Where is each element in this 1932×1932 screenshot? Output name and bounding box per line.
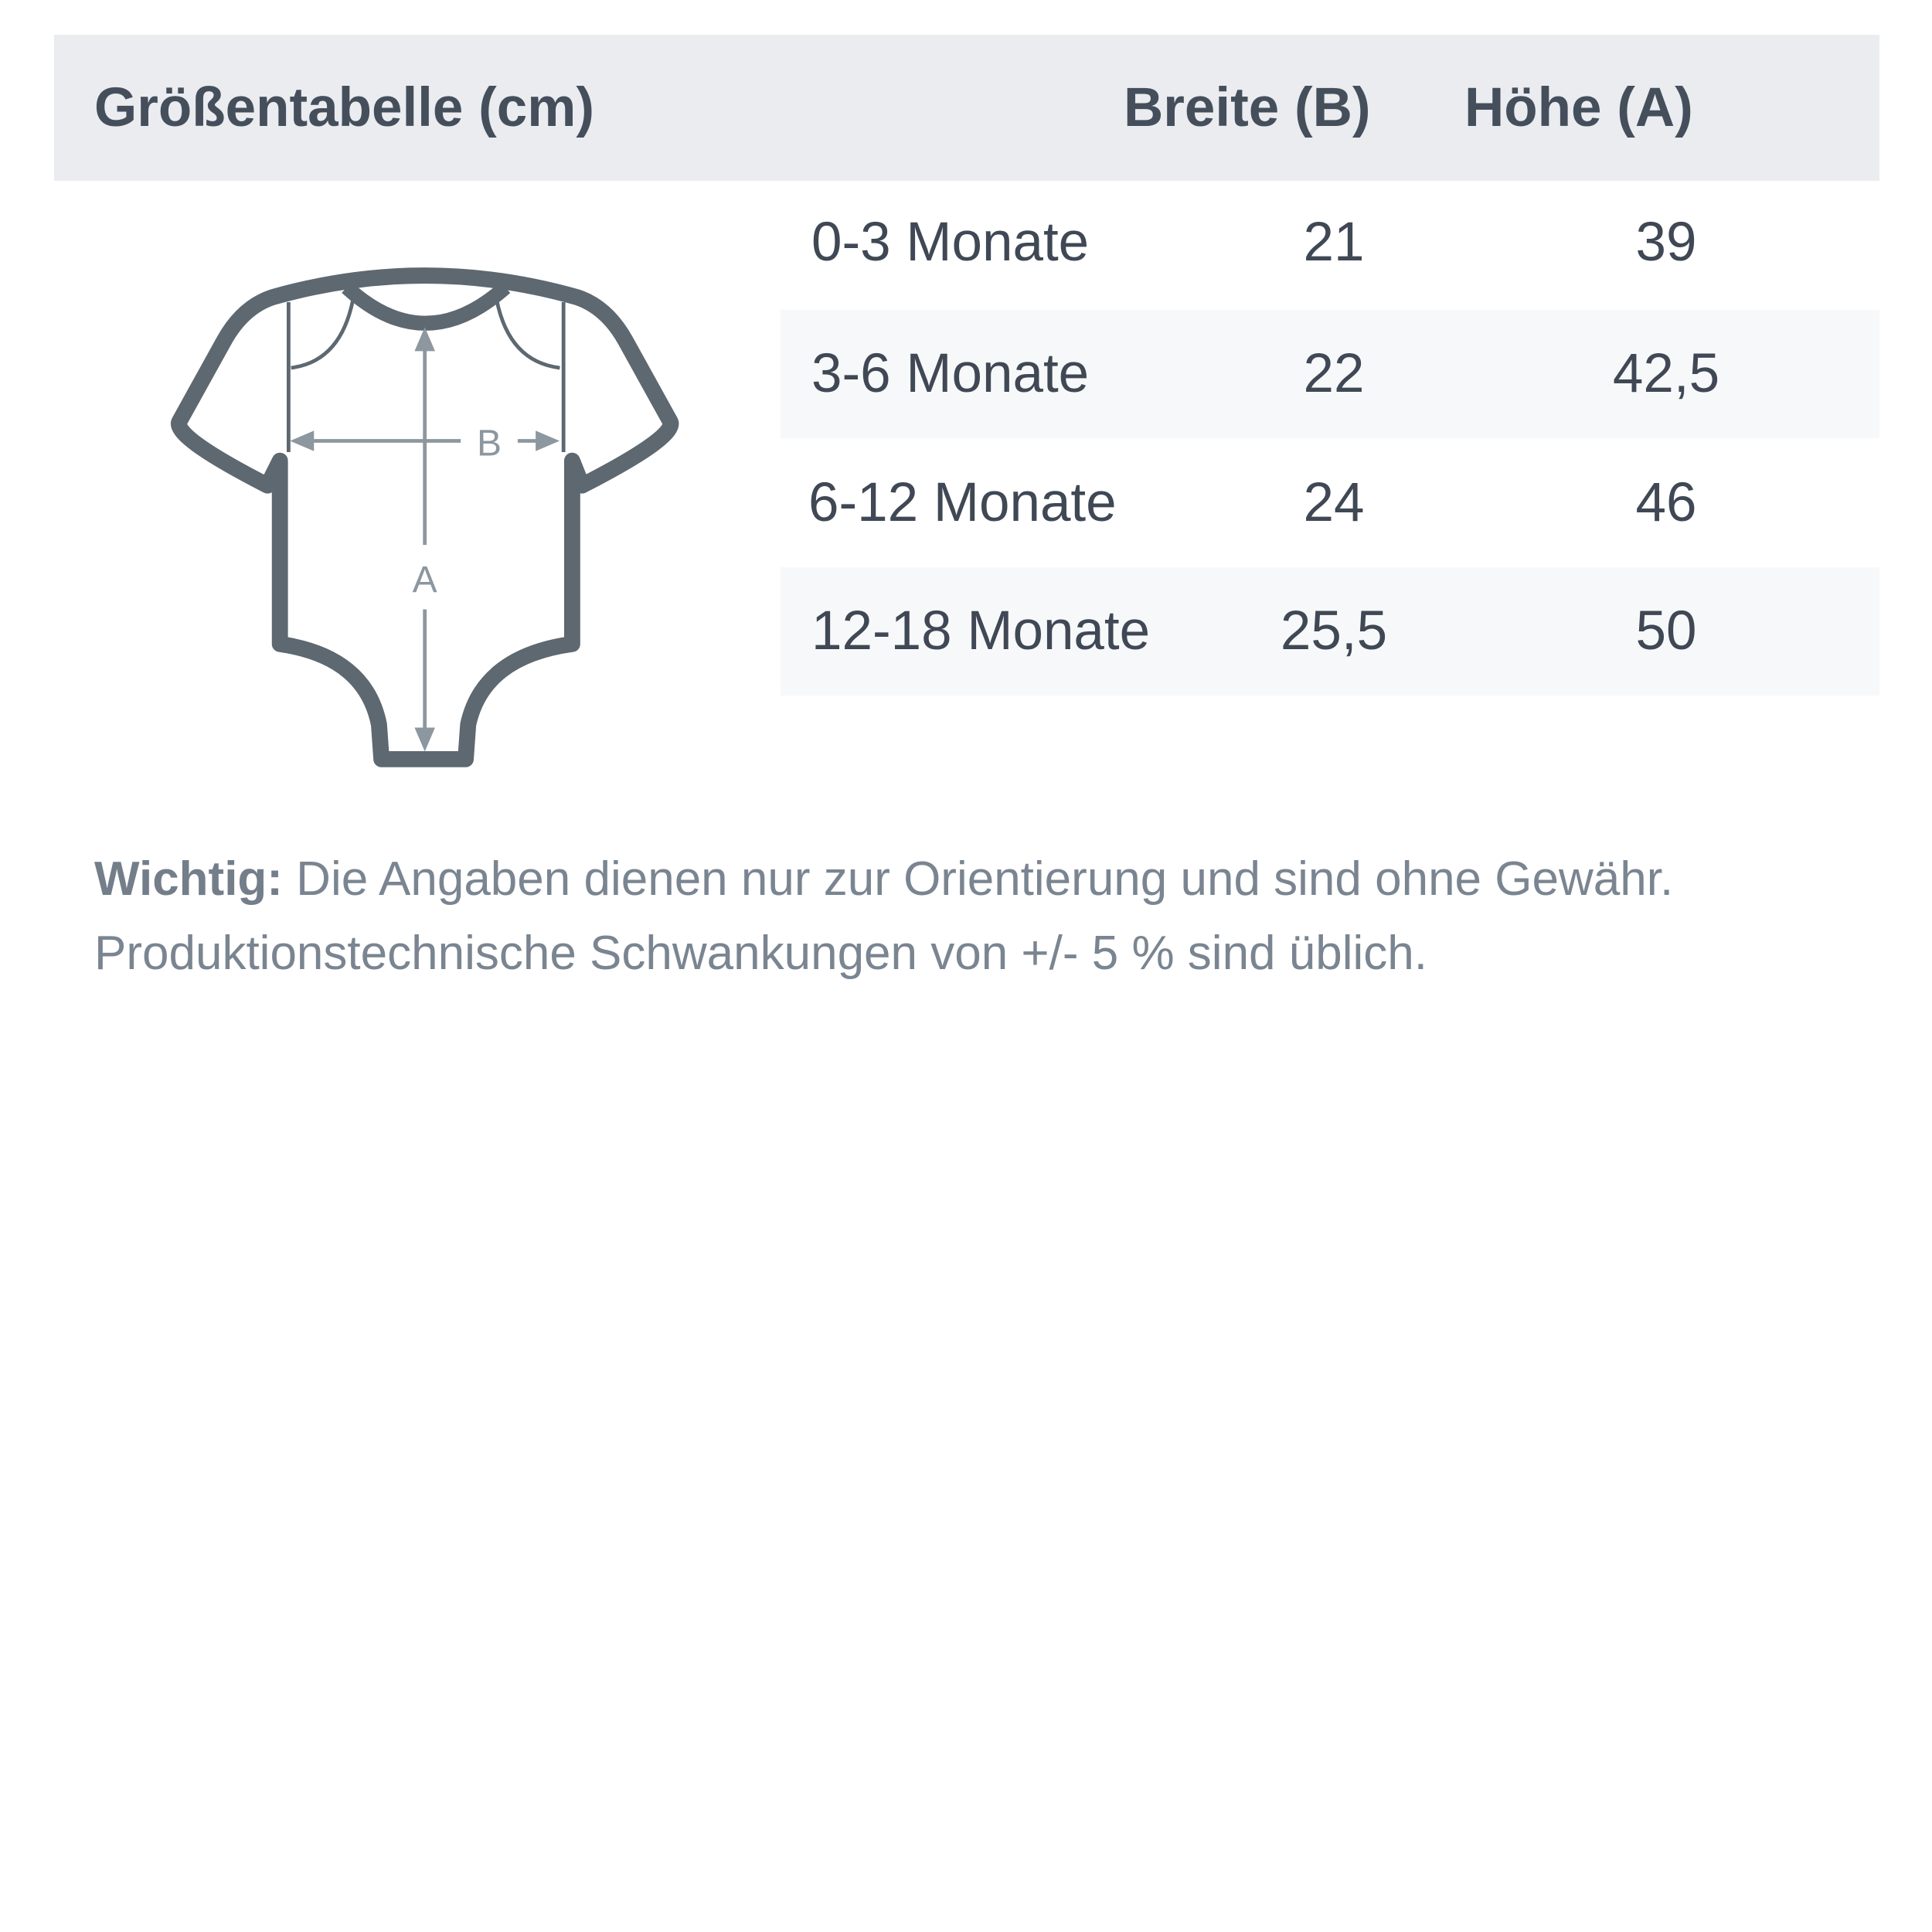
size-cell: 3-6 Monate [811,343,1090,404]
width-cell: 21 [1303,212,1365,273]
column-header-width: Breite (B) [1124,77,1371,138]
bodysuit-outline [171,267,679,767]
note-line1: Die Angaben dienen nur zur Orientierung … [282,852,1674,906]
note-bold: Wichtig: [94,852,283,906]
table-row: 6-12 Monate 24 46 [781,439,1879,567]
width-cell: 22 [1303,343,1365,404]
size-cell: 0-3 Monate [811,212,1090,273]
height-cell: 46 [1635,472,1697,533]
height-cell: 39 [1635,212,1697,273]
table-row: 0-3 Monate 21 39 [781,179,1879,307]
table-row: 12-18 Monate 25,5 50 [781,567,1879,696]
column-header-height: Höhe (A) [1464,77,1693,138]
table-title: Größentabelle (cm) [94,77,595,138]
label-b: B [477,423,502,464]
table-row: 3-6 Monate 22 42,5 [781,310,1879,438]
disclaimer-note: Wichtig: Die Angaben dienen nur zur Orie… [94,842,1872,991]
width-cell: 24 [1303,472,1365,533]
note-line2: Produktionstechnische Schwankungen von +… [94,927,1427,980]
table-header: Größentabelle (cm) Breite (B) Höhe (A) [54,35,1879,181]
height-cell: 50 [1635,600,1697,662]
collar [342,281,511,331]
height-cell: 42,5 [1612,343,1720,404]
size-cell: 12-18 Monate [811,600,1151,662]
size-cell: 6-12 Monate [808,472,1117,533]
width-cell: 25,5 [1280,600,1388,662]
label-a: A [413,559,437,600]
